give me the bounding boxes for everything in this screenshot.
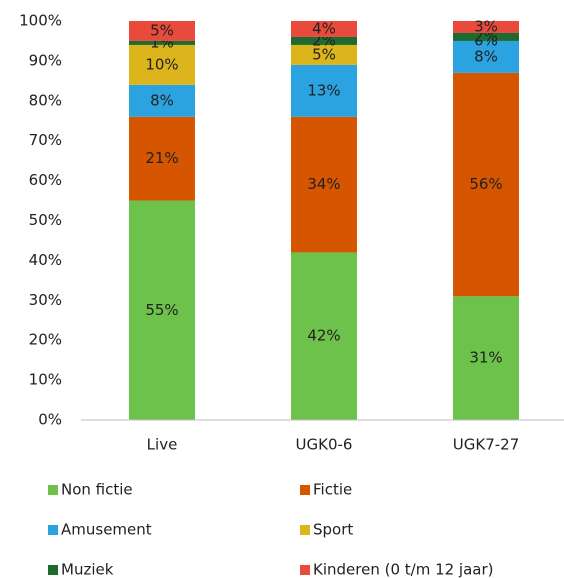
y-tick-label: 40% [29,251,62,269]
bar-segment [453,296,519,420]
bar-segment [129,84,195,117]
bar-segment [453,32,519,41]
bar-segment [291,252,357,420]
y-tick-label: 0% [38,411,62,429]
y-tick-label: 30% [29,291,62,309]
data-label: 31% [469,349,502,367]
legend-label: Kinderen (0 t/m 12 jaar) [313,561,494,578]
data-label: 3% [474,17,498,35]
data-label: 10% [145,55,178,73]
y-tick-label: 70% [29,131,62,149]
legend-swatch [300,565,310,575]
bar-segment [129,21,195,41]
y-tick-label: 20% [29,331,62,349]
legend-label: Muziek [61,561,114,578]
legend-swatch [300,485,310,495]
data-label: 56% [469,175,502,193]
bar-segment [291,64,357,117]
bar-segment [129,40,195,45]
y-tick-label: 60% [29,171,62,189]
y-tick-label: 10% [29,371,62,389]
bar-segment [129,200,195,420]
bar-segment [291,21,357,37]
bar-segment [291,116,357,253]
x-tick-label: UGK7-27 [453,436,519,454]
data-label: 4% [312,19,336,37]
x-tick-label: UGK0-6 [296,436,353,454]
data-label: 13% [307,81,340,99]
x-tick-label: Live [147,436,178,454]
data-label: 34% [307,175,340,193]
data-label: 5% [312,45,336,63]
data-label: 8% [150,91,174,109]
legend-swatch [48,525,58,535]
legend-swatch [48,565,58,575]
y-tick-label: 100% [19,12,62,30]
data-label: 21% [145,149,178,167]
bar-segment [129,116,195,201]
legend-swatch [48,485,58,495]
bar-segment [453,40,519,73]
bar-segment [453,72,519,297]
legend-label: Amusement [61,521,152,539]
bar-segment [129,44,195,85]
legend-swatch [300,525,310,535]
data-label: 5% [150,21,174,39]
data-label: 42% [307,327,340,345]
legend-label: Fictie [313,481,352,499]
data-label: 8% [474,47,498,65]
data-label: 55% [145,301,178,319]
legend-label: Non fictie [61,481,133,499]
bar-segment [291,36,357,45]
legend-label: Sport [313,521,353,539]
y-tick-label: 50% [29,211,62,229]
bar-segment [453,21,519,33]
y-tick-label: 80% [29,91,62,109]
y-tick-label: 90% [29,51,62,69]
bar-segment [291,44,357,65]
